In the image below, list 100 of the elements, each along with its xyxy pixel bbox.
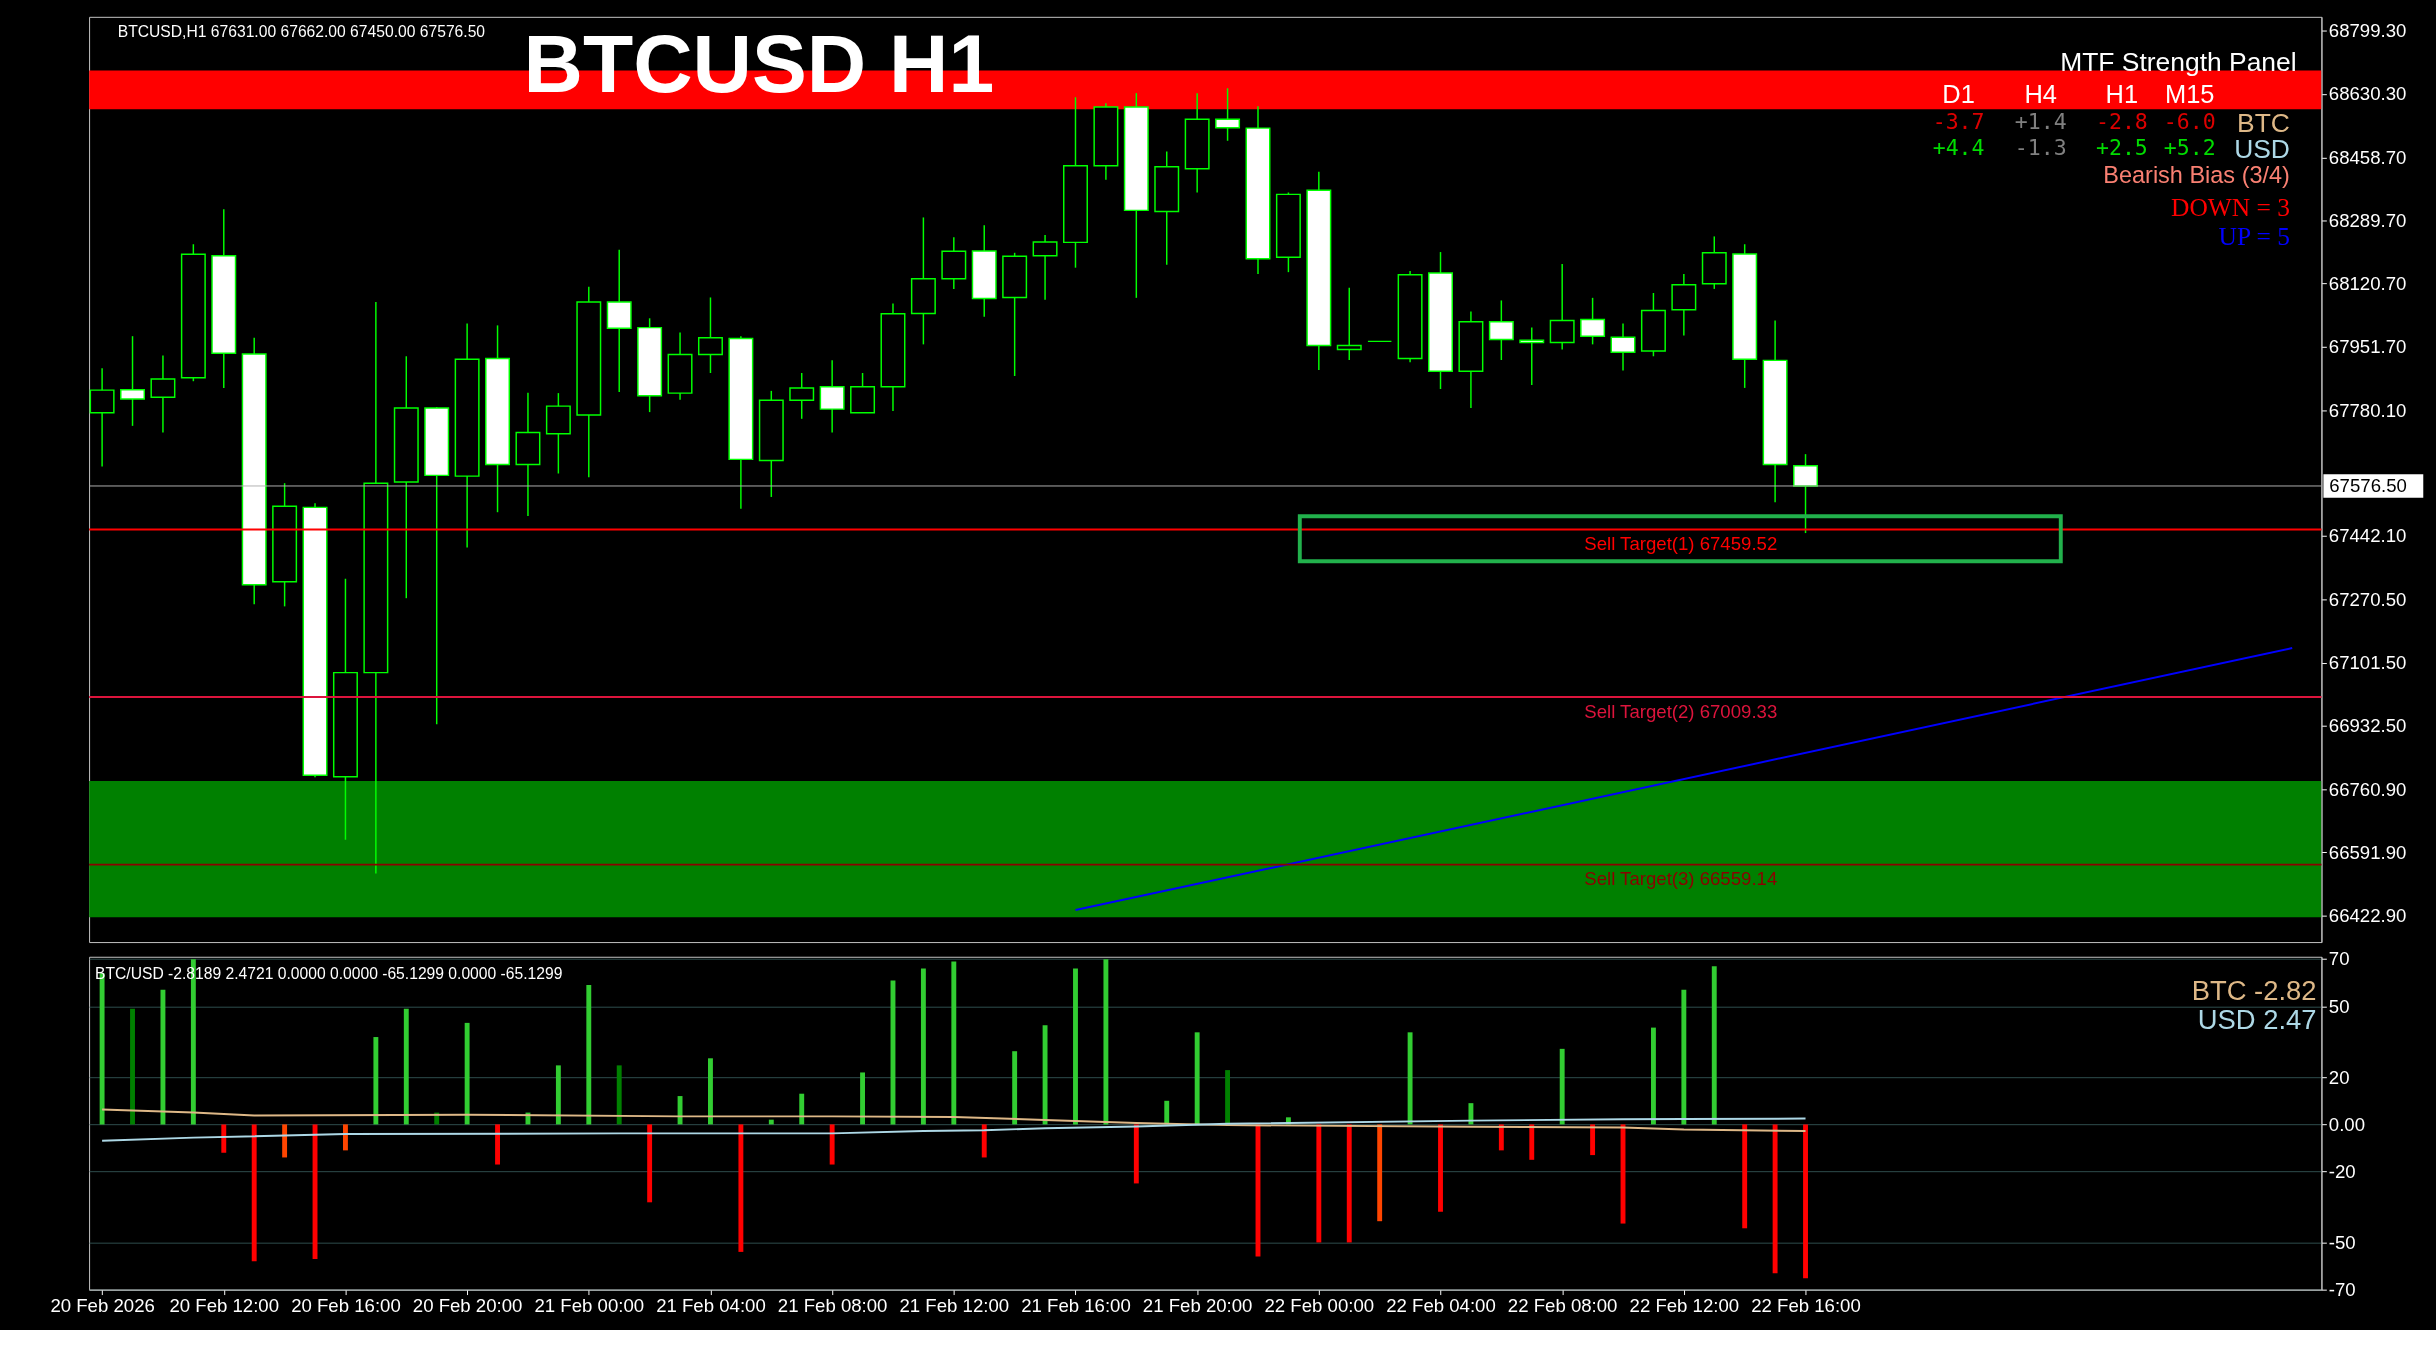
annotation: +4.4 [1932,134,1985,160]
bar [647,1124,653,1203]
annotation: -1.3 [2014,134,2067,160]
bar [160,989,166,1125]
bar [495,1124,500,1165]
bar [1559,1048,1565,1125]
annotation: MTF Strength Panel [2060,46,2297,77]
bar [1225,1070,1231,1125]
candlestick [120,335,146,427]
bar [1590,1124,1596,1156]
bar [221,1124,227,1153]
y-tick-label: 68289.70 [2328,209,2407,231]
bar [555,1065,561,1125]
y-tick-label: 66591.90 [2328,841,2407,863]
bar [130,1008,135,1125]
x-tick-label: 22 Feb 04:00 [1386,1294,1496,1316]
annotation: Bearish Bias (3/4) [2103,162,2290,189]
annotation: M15 [2164,80,2215,108]
annotation: +5.2 [2163,134,2216,160]
y-tick-label: 68630.30 [2328,83,2407,105]
bar [738,1124,744,1252]
bar [343,1124,348,1151]
y-tick-label: 66760.90 [2328,778,2407,800]
x-tick-label: 20 Feb 20:00 [412,1294,523,1316]
y-tick-label: 68120.70 [2328,272,2407,294]
bar [1803,1124,1808,1279]
bar [981,1124,987,1158]
x-tick-label: 21 Feb 20:00 [1142,1294,1253,1316]
bar [920,968,926,1125]
bar [708,1058,713,1125]
ref-line-label: 67576.50 [2329,474,2407,496]
candlestick [819,359,845,434]
x-tick-label: 21 Feb 04:00 [656,1294,766,1316]
line-series [101,1117,1807,1142]
y-tick-label: 68799.30 [2328,20,2407,42]
candlestick [1793,453,1819,534]
bar [1681,989,1687,1125]
bar [1438,1124,1443,1212]
x-tick-label: 21 Feb 00:00 [534,1294,645,1316]
candlestick [1580,297,1606,346]
bar [799,1093,805,1125]
candlestick [1488,299,1514,361]
x-tick-label: 22 Feb 08:00 [1507,1294,1618,1316]
bar [1742,1124,1748,1229]
bar [1012,1051,1018,1125]
candlestick [89,367,115,468]
y-tick-label: -50 [2328,1231,2356,1253]
candlestick [1215,87,1241,142]
annotation: -3.7 [1932,109,1985,135]
x-tick-label: 20 Feb 2026 [50,1294,155,1316]
y-tick-label: 67101.50 [2328,652,2407,674]
bar [282,1124,288,1158]
y-tick-label: 67951.70 [2328,335,2407,357]
x-tick-label: 20 Feb 12:00 [169,1294,280,1316]
y-tick-label: 50 [2328,995,2350,1017]
x-tick-label: 21 Feb 16:00 [1021,1294,1131,1316]
x-tick-label: 21 Feb 12:00 [899,1294,1010,1316]
annotation: BTCUSD,H1 67631.00 67662.00 67450.00 67576.50 [117,23,486,41]
bar [1772,1124,1778,1274]
bar [951,961,957,1125]
annotation: +2.5 [2095,134,2148,160]
bar [1042,1025,1048,1125]
bar [464,1022,470,1125]
annotation: +1.4 [2014,109,2067,135]
bar [403,1008,409,1125]
annotation: H1 [2105,80,2139,108]
bar [1103,959,1109,1125]
x-tick-label: 20 Feb 16:00 [291,1294,401,1316]
bar [586,985,592,1125]
annotation: USD 2.47 [2197,1004,2317,1036]
y-tick-label: 0.00 [2328,1113,2365,1135]
x-tick-label: 22 Feb 00:00 [1264,1294,1375,1316]
bar [860,1072,866,1125]
bar [1346,1124,1352,1243]
bar [1377,1124,1383,1222]
x-tick-label: 22 Feb 12:00 [1629,1294,1740,1316]
candlestick [1610,322,1636,372]
candlestick [1549,263,1575,351]
y-tick-label: 67442.10 [2328,525,2407,547]
candlestick [1336,287,1362,361]
bar [1164,1100,1170,1125]
annotation: DOWN = 3 [2171,192,2290,222]
y-tick-label: 70 [2328,948,2350,970]
ref-line-label: Sell Target(1) 67459.52 [1584,533,1778,555]
bar [1529,1124,1535,1160]
candlestick [697,296,723,374]
y-tick-label: 67270.50 [2328,589,2407,611]
ref-line-label: Sell Target(3) 66559.14 [1584,868,1778,890]
bar [616,1065,622,1125]
annotation: BTC -2.82 [2191,974,2317,1006]
bar [251,1124,257,1262]
candlestick [1032,234,1058,301]
bar [373,1037,379,1125]
bar [1498,1124,1504,1151]
bar [1407,1032,1413,1125]
bar [1073,968,1078,1125]
bar [1711,966,1717,1125]
candlestick [789,372,815,420]
y-tick-label: -20 [2328,1160,2356,1182]
bar [1194,1032,1200,1125]
